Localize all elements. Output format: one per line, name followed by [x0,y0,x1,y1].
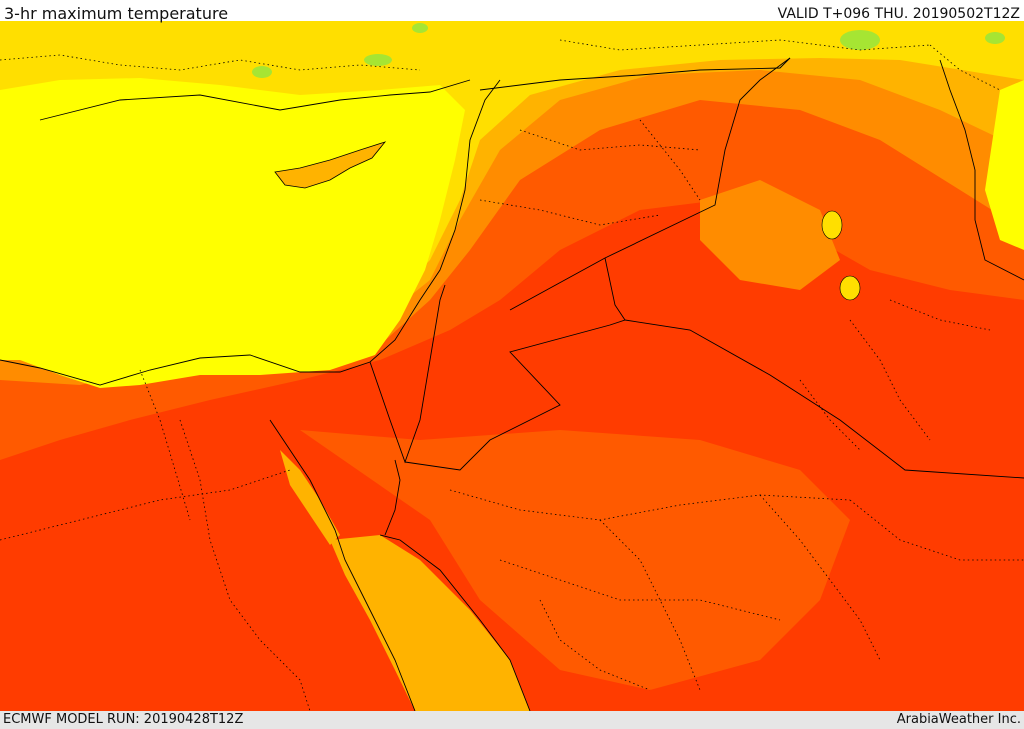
turkey-coastline [39,79,471,121]
red-sea-west-coast [269,419,416,711]
map-header: 3-hr maximum temperature VALID T+096 THU… [0,0,1024,23]
valid-time-label: VALID T+096 THU. 20190502T12Z [777,6,1020,22]
cyprus-island [274,141,387,189]
red-sea-cooler-area [330,535,530,711]
cool-spot-5 [985,32,1005,44]
cool-spot-2 [364,54,392,66]
lake-razzaza [839,275,861,301]
syria-turkey-border [479,57,791,91]
israel-jordan-border [369,284,446,464]
model-run-label: ECMWF MODEL RUN: 20190428T12Z [3,712,244,727]
cool-spot-1 [252,66,272,78]
gulf-of-suez-cooler-area [280,450,340,545]
east-edge-mild-area [985,80,1024,250]
jordan-border [404,257,626,471]
iraq-saudi-border [624,319,1024,479]
credit-label: ArabiaWeather Inc. [896,712,1021,727]
red-sea-east-coast [379,534,531,711]
temp-band-orange-red-interior [300,430,850,690]
lake-tharthar [821,210,843,240]
temp-pocket-orange [700,180,840,290]
cool-spot-4 [840,30,880,50]
gulf-of-aqaba-coast [384,459,401,536]
cool-spot-3 [412,23,428,33]
map-footer: ECMWF MODEL RUN: 20190428T12Z ArabiaWeat… [0,711,1024,729]
admin-boundaries [0,39,1024,711]
temperature-map-svg [0,21,1024,711]
eastern-border-line [939,59,1024,281]
map-title: 3-hr maximum temperature [4,4,229,23]
temperature-map[interactable] [0,21,1024,711]
